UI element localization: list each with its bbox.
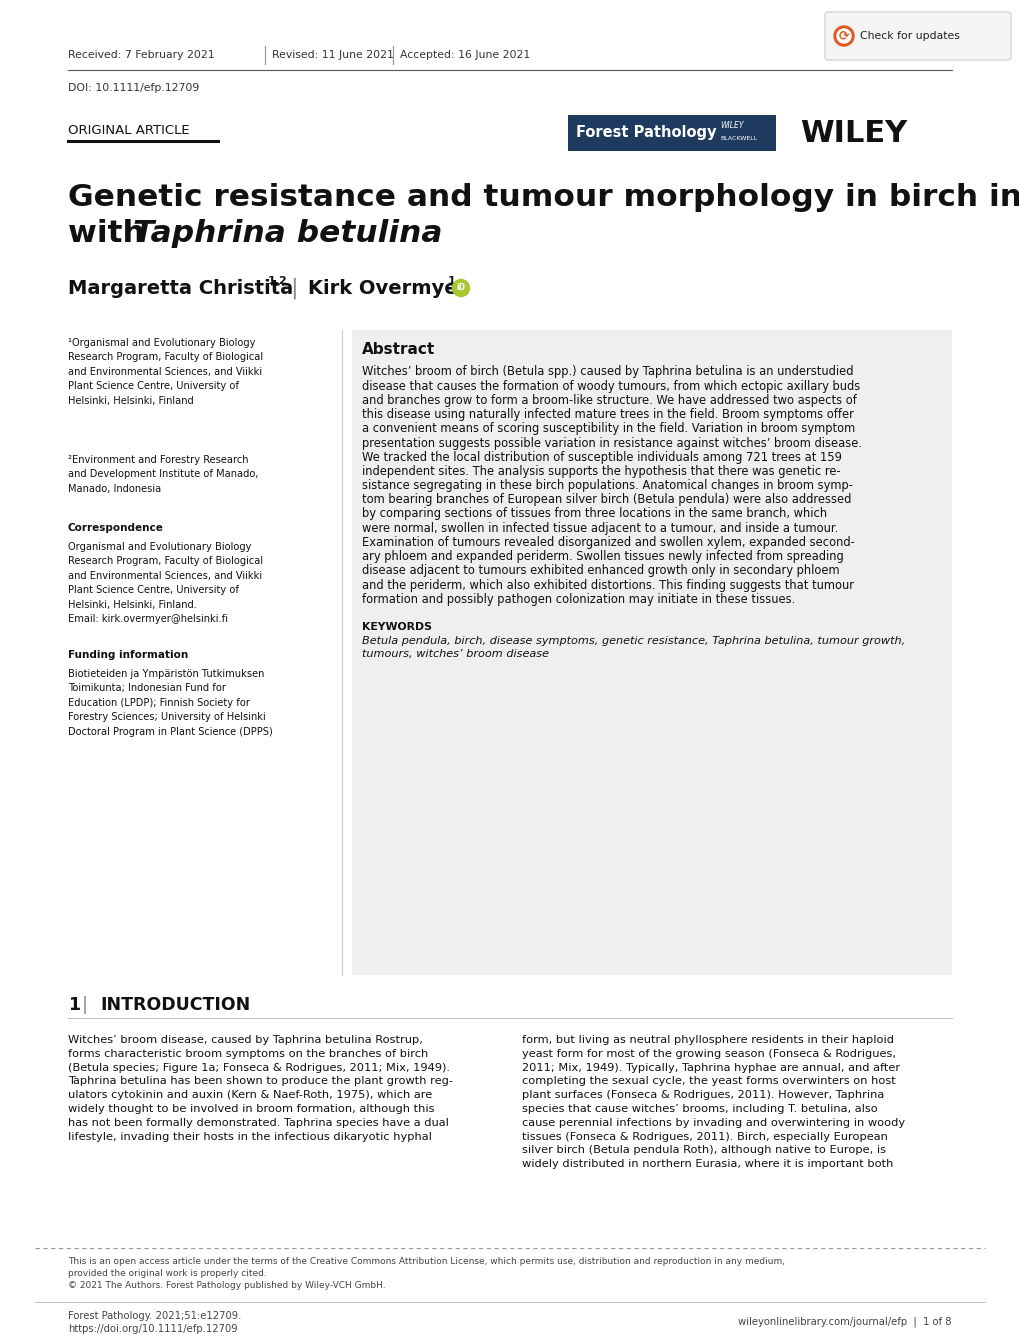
Text: Betula pendula, birch, disease symptoms, genetic resistance, Taphrina betulina, : Betula pendula, birch, disease symptoms,… [362, 636, 905, 646]
Text: Received: 7 February 2021: Received: 7 February 2021 [68, 50, 214, 60]
Circle shape [834, 25, 853, 46]
Text: has not been formally demonstrated. Taphrina species have a dual: has not been formally demonstrated. Taph… [68, 1118, 448, 1128]
Text: ⟳: ⟳ [838, 29, 849, 43]
Text: lifestyle, invading their hosts in the infectious dikaryotic hyphal: lifestyle, invading their hosts in the i… [68, 1131, 431, 1142]
Text: ²Environment and Forestry Research
and Development Institute of Manado,
Manado, : ²Environment and Forestry Research and D… [68, 456, 258, 494]
Text: independent sites. The analysis supports the hypothesis that there was genetic r: independent sites. The analysis supports… [362, 465, 840, 478]
Text: and branches grow to form a broom-like structure. We have addressed two aspects : and branches grow to form a broom-like s… [362, 394, 856, 407]
Text: wileyonlinelibrary.com/journal/efp  |  1 of 8: wileyonlinelibrary.com/journal/efp | 1 o… [738, 1317, 951, 1327]
Text: and the periderm, which also exhibited distortions. This finding suggests that t: and the periderm, which also exhibited d… [362, 579, 853, 591]
Text: Revised: 11 June 2021: Revised: 11 June 2021 [272, 50, 393, 60]
Text: 1,2: 1,2 [268, 276, 287, 285]
Text: We tracked the local distribution of susceptible individuals among 721 trees at : We tracked the local distribution of sus… [362, 450, 841, 464]
FancyBboxPatch shape [824, 12, 1010, 60]
Text: |: | [82, 996, 88, 1014]
Text: were normal, swollen in infected tissue adjacent to a tumour, and inside a tumou: were normal, swollen in infected tissue … [362, 521, 838, 535]
Text: Taphrina betulina has been shown to produce the plant growth reg-: Taphrina betulina has been shown to prod… [68, 1076, 452, 1087]
Circle shape [452, 280, 469, 296]
Text: |: | [289, 277, 298, 299]
Text: 1: 1 [68, 996, 81, 1014]
Text: silver birch (Betula pendula Roth), although native to Europe, is: silver birch (Betula pendula Roth), alth… [522, 1146, 886, 1155]
Text: Kirk Overmyer: Kirk Overmyer [308, 279, 467, 297]
Text: presentation suggests possible variation in resistance against witches’ broom di: presentation suggests possible variation… [362, 437, 861, 449]
Text: Check for updates: Check for updates [859, 31, 959, 42]
Text: Witches’ broom of birch (Betula spp.) caused by Taphrina betulina is an understu: Witches’ broom of birch (Betula spp.) ca… [362, 366, 853, 378]
Text: by comparing sections of tissues from three locations in the same branch, which: by comparing sections of tissues from th… [362, 508, 826, 520]
Text: a convenient means of scoring susceptibility in the field. Variation in broom sy: a convenient means of scoring susceptibi… [362, 422, 854, 436]
Text: (Betula species; Figure 1a; Fonseca & Rodrigues, 2011; Mix, 1949).: (Betula species; Figure 1a; Fonseca & Ro… [68, 1063, 449, 1072]
Text: iD: iD [457, 284, 465, 292]
Text: 2011; Mix, 1949). Typically, Taphrina hyphae are annual, and after: 2011; Mix, 1949). Typically, Taphrina hy… [522, 1063, 899, 1072]
Text: disease that causes the formation of woody tumours, from which ectopic axillary : disease that causes the formation of woo… [362, 379, 859, 393]
Text: Accepted: 16 June 2021: Accepted: 16 June 2021 [399, 50, 530, 60]
Text: Organismal and Evolutionary Biology
Research Program, Faculty of Biological
and : Organismal and Evolutionary Biology Rese… [68, 541, 263, 624]
Text: form, but living as neutral phyllosphere residents in their haploid: form, but living as neutral phyllosphere… [522, 1034, 893, 1045]
Text: with: with [68, 218, 156, 248]
Text: Forest Pathology: Forest Pathology [576, 126, 715, 141]
Text: tumours, witches’ broom disease: tumours, witches’ broom disease [362, 650, 548, 659]
Text: tom bearing branches of European silver birch (Betula pendula) were also address: tom bearing branches of European silver … [362, 493, 851, 507]
Text: widely thought to be involved in broom formation, although this: widely thought to be involved in broom f… [68, 1104, 434, 1114]
Text: https://doi.org/10.1111/efp.12709: https://doi.org/10.1111/efp.12709 [68, 1324, 237, 1335]
Text: Forest Pathology. 2021;51:e12709.: Forest Pathology. 2021;51:e12709. [68, 1311, 242, 1321]
Bar [352, 330, 951, 976]
Text: plant surfaces (Fonseca & Rodrigues, 2011). However, Taphrina: plant surfaces (Fonseca & Rodrigues, 201… [522, 1091, 883, 1100]
Text: Witches’ broom disease, caused by Taphrina betulina Rostrup,: Witches’ broom disease, caused by Taphri… [68, 1034, 423, 1045]
Text: This is an open access article under the terms of the Creative Commons Attributi: This is an open access article under the… [68, 1257, 785, 1266]
Text: WILEY: WILEY [799, 118, 906, 147]
Text: sistance segregating in these birch populations. Anatomical changes in broom sym: sistance segregating in these birch popu… [362, 480, 852, 492]
Text: Genetic resistance and tumour morphology in birch infected: Genetic resistance and tumour morphology… [68, 182, 1019, 212]
Text: ary phloem and expanded periderm. Swollen tissues newly infected from spreading: ary phloem and expanded periderm. Swolle… [362, 551, 843, 563]
Text: DOI: 10.1111/efp.12709: DOI: 10.1111/efp.12709 [68, 83, 199, 92]
Circle shape [837, 29, 850, 43]
Text: widely distributed in northern Eurasia, where it is important both: widely distributed in northern Eurasia, … [522, 1159, 893, 1170]
Text: 1: 1 [447, 276, 455, 285]
Text: disease adjacent to tumours exhibited enhanced growth only in secondary phloem: disease adjacent to tumours exhibited en… [362, 564, 839, 578]
Text: Correspondence: Correspondence [68, 523, 164, 533]
Bar [568, 115, 775, 151]
Text: INTRODUCTION: INTRODUCTION [100, 996, 250, 1014]
Text: yeast form for most of the growing season (Fonseca & Rodrigues,: yeast form for most of the growing seaso… [522, 1049, 895, 1059]
Text: cause perennial infections by invading and overwintering in woody: cause perennial infections by invading a… [522, 1118, 904, 1128]
Text: Funding information: Funding information [68, 650, 189, 661]
Text: tissues (Fonseca & Rodrigues, 2011). Birch, especially European: tissues (Fonseca & Rodrigues, 2011). Bir… [522, 1131, 887, 1142]
Text: species that cause witches’ brooms, including T. betulina, also: species that cause witches’ brooms, incl… [522, 1104, 877, 1114]
Text: BLACKWELL: BLACKWELL [719, 135, 756, 141]
Text: Biotieteiden ja Ympäristön Tutkimuksen
Toimikunta; Indonesian Fund for
Education: Biotieteiden ja Ympäristön Tutkimuksen T… [68, 669, 272, 737]
Text: Abstract: Abstract [362, 343, 435, 358]
Text: ORIGINAL ARTICLE: ORIGINAL ARTICLE [68, 123, 190, 137]
Text: ulators cytokinin and auxin (Kern & Naef-Roth, 1975), which are: ulators cytokinin and auxin (Kern & Naef… [68, 1091, 432, 1100]
Text: formation and possibly pathogen colonization may initiate in these tissues.: formation and possibly pathogen coloniza… [362, 592, 795, 606]
Text: Examination of tumours revealed disorganized and swollen xylem, expanded second-: Examination of tumours revealed disorgan… [362, 536, 854, 549]
Text: Margaretta Christita: Margaretta Christita [68, 279, 293, 297]
Text: © 2021 The Authors. Forest Pathology published by Wiley-VCH GmbH.: © 2021 The Authors. Forest Pathology pub… [68, 1281, 385, 1290]
Text: WILEY: WILEY [719, 122, 743, 130]
Text: provided the original work is properly cited.: provided the original work is properly c… [68, 1269, 267, 1278]
Text: KEYWORDS: KEYWORDS [362, 622, 431, 632]
Text: Taphrina betulina: Taphrina betulina [132, 218, 442, 248]
Text: forms characteristic broom symptoms on the branches of birch: forms characteristic broom symptoms on t… [68, 1049, 428, 1059]
Text: completing the sexual cycle, the yeast forms overwinters on host: completing the sexual cycle, the yeast f… [522, 1076, 895, 1087]
Text: this disease using naturally infected mature trees in the field. Broom symptoms : this disease using naturally infected ma… [362, 409, 853, 421]
Text: ¹Organismal and Evolutionary Biology
Research Program, Faculty of Biological
and: ¹Organismal and Evolutionary Biology Res… [68, 338, 263, 406]
